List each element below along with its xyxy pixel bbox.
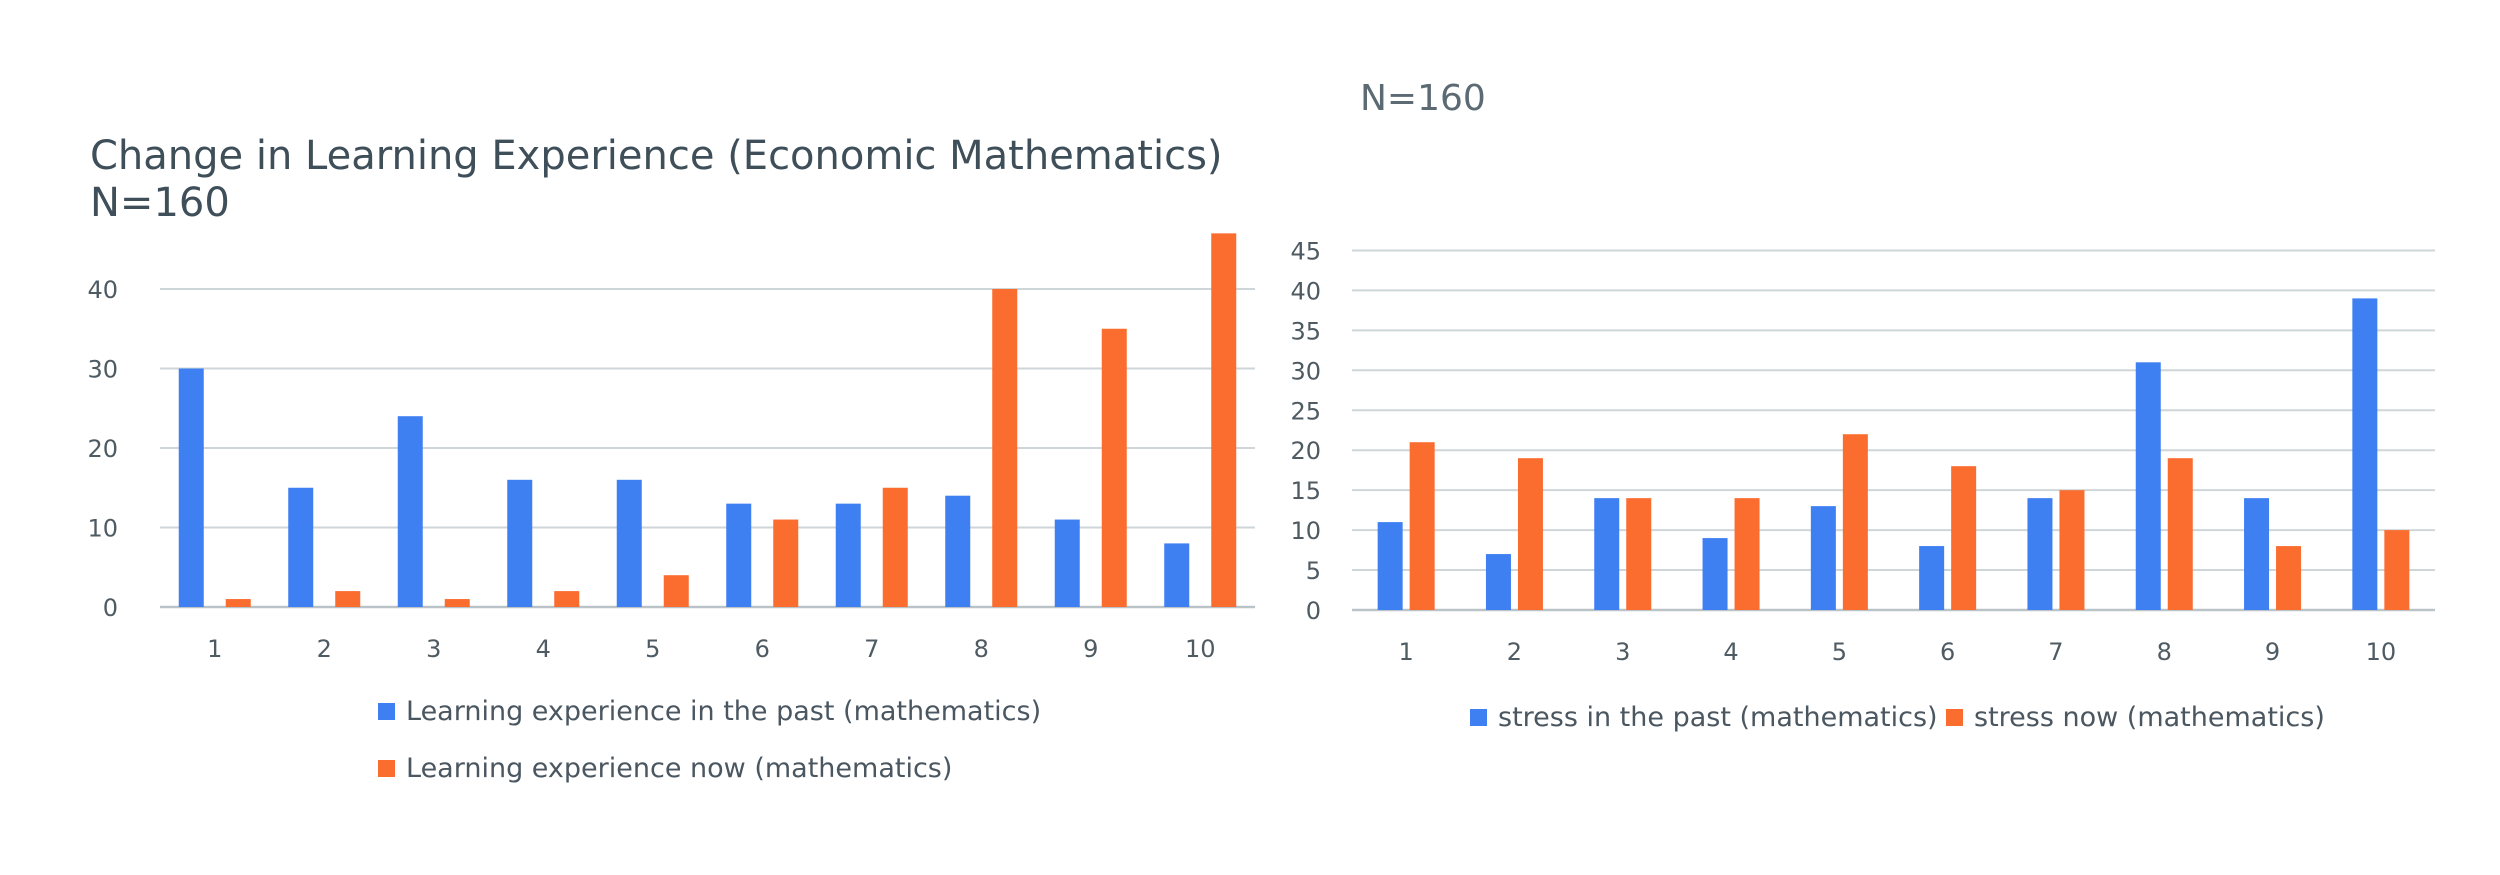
y-tick-label: 20 — [1290, 437, 1321, 465]
bar-past-4 — [1702, 538, 1728, 610]
y-tick-label: 10 — [87, 515, 118, 543]
x-tick-label: 9 — [2265, 638, 2280, 666]
y-tick-label: 40 — [1290, 277, 1321, 305]
legend-label: stress in the past (mathematics) — [1498, 702, 1938, 733]
x-tick-label: 4 — [1723, 638, 1738, 666]
x-tick-label: 5 — [1832, 638, 1847, 666]
bar-past-8 — [2135, 362, 2161, 610]
learning-chart-subtitle: N=160 — [90, 180, 230, 226]
legend-swatch-orange — [378, 760, 395, 777]
x-tick-label: 2 — [317, 635, 332, 663]
legend-label: Learning experience now (mathematics) — [406, 753, 953, 784]
y-tick-label: 20 — [87, 435, 118, 463]
bar-now-10 — [1211, 233, 1237, 607]
x-tick-label: 7 — [864, 635, 879, 663]
legend-swatch-blue — [378, 703, 395, 720]
legend-item-stress-past: stress in the past (mathematics) — [1470, 702, 1938, 733]
bar-now-8 — [992, 289, 1018, 607]
bar-past-4 — [507, 479, 533, 607]
bar-now-2 — [1517, 458, 1543, 610]
y-tick-label: 0 — [1306, 597, 1321, 625]
bar-past-7 — [2027, 498, 2053, 610]
bar-past-8 — [945, 495, 971, 607]
legend-label: stress now (mathematics) — [1974, 702, 2325, 733]
bar-now-2 — [335, 591, 361, 607]
bar-past-7 — [835, 503, 861, 607]
x-tick-label: 10 — [1185, 635, 1216, 663]
bar-now-4 — [1734, 498, 1760, 610]
bar-now-4 — [554, 591, 580, 607]
y-tick-label: 25 — [1290, 397, 1321, 425]
bar-past-6 — [726, 503, 752, 607]
bar-now-5 — [1842, 434, 1868, 610]
bar-past-10 — [2352, 298, 2378, 610]
y-tick-label: 5 — [1306, 557, 1321, 585]
legend-item-learning-now: Learning experience now (mathematics) — [378, 753, 952, 784]
legend-label: Learning experience in the past (mathema… — [406, 696, 1042, 727]
x-tick-label: 8 — [974, 635, 989, 663]
bar-now-9 — [1101, 328, 1127, 607]
x-tick-label: 2 — [1507, 638, 1522, 666]
bar-past-1 — [178, 368, 204, 607]
bar-now-9 — [2276, 546, 2302, 610]
bar-past-5 — [616, 479, 642, 607]
learning-chart-title: Change in Learning Experience (Economic … — [90, 133, 1223, 179]
learning-experience-chart: 0 10 20 30 40 1 2 3 4 5 6 7 8 9 10 — [87, 233, 1255, 663]
y-tick-label: 35 — [1290, 317, 1321, 345]
bar-now-1 — [1409, 442, 1435, 610]
x-tick-label: 7 — [2048, 638, 2063, 666]
stress-chart-subtitle: N=160 — [1360, 78, 1486, 119]
bar-now-1 — [225, 599, 251, 607]
bar-now-3 — [444, 599, 470, 607]
bar-past-9 — [1054, 519, 1080, 607]
bar-past-3 — [1594, 498, 1620, 610]
bar-past-3 — [397, 416, 423, 607]
bar-now-6 — [773, 519, 799, 607]
bar-past-6 — [1919, 546, 1945, 610]
x-tick-label: 3 — [1615, 638, 1630, 666]
bar-now-7 — [2059, 490, 2085, 610]
x-tick-label: 3 — [426, 635, 441, 663]
bar-now-5 — [663, 575, 689, 607]
bar-now-3 — [1626, 498, 1652, 610]
x-tick-label: 9 — [1083, 635, 1098, 663]
bar-now-7 — [882, 487, 908, 607]
legend-item-learning-past: Learning experience in the past (mathema… — [378, 696, 1041, 727]
x-tick-label: 6 — [755, 635, 770, 663]
bar-now-8 — [2167, 458, 2193, 610]
bar-now-6 — [1951, 466, 1977, 610]
bar-past-9 — [2244, 498, 2270, 610]
x-tick-label: 5 — [645, 635, 660, 663]
legend-swatch-orange — [1946, 709, 1963, 726]
x-tick-label: 1 — [207, 635, 222, 663]
y-tick-label: 45 — [1290, 237, 1321, 265]
x-tick-label: 6 — [1940, 638, 1955, 666]
x-tick-label: 1 — [1399, 638, 1414, 666]
bar-past-10 — [1164, 543, 1190, 607]
y-tick-label: 10 — [1290, 517, 1321, 545]
y-tick-label: 0 — [103, 594, 118, 622]
bar-past-5 — [1810, 506, 1836, 610]
legend-swatch-blue — [1470, 709, 1487, 726]
bar-now-10 — [2384, 530, 2410, 610]
bar-past-2 — [1485, 554, 1511, 610]
bar-past-2 — [288, 487, 314, 607]
x-tick-label: 4 — [536, 635, 551, 663]
legend-item-stress-now: stress now (mathematics) — [1946, 702, 2325, 733]
y-tick-label: 40 — [87, 276, 118, 304]
y-tick-label: 15 — [1290, 477, 1321, 505]
y-tick-label: 30 — [1290, 357, 1321, 385]
x-tick-label: 8 — [2157, 638, 2172, 666]
y-tick-label: 30 — [87, 356, 118, 384]
bar-past-1 — [1377, 522, 1403, 610]
x-tick-label: 10 — [2366, 638, 2397, 666]
